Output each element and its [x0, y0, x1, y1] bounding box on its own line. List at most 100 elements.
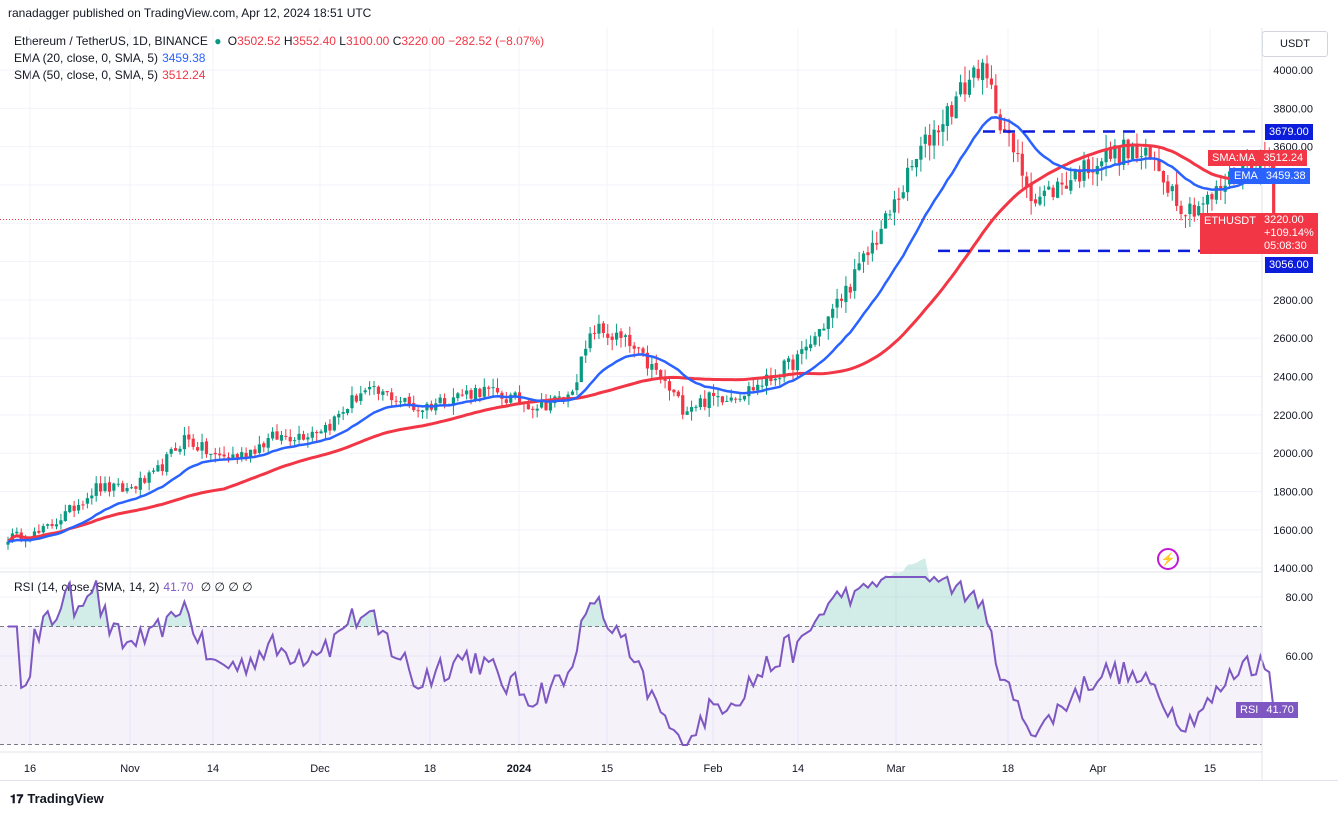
candle-body — [491, 387, 495, 389]
time-tick-label: Nov — [120, 763, 140, 775]
candle-body — [751, 387, 755, 391]
candle-body — [394, 400, 398, 402]
candle-body — [1011, 133, 1016, 153]
rsi-overbought-segment — [867, 582, 873, 627]
candle-body — [663, 377, 667, 381]
ohlc-change: −282.52 (−8.07%) — [448, 34, 545, 48]
candle-body — [257, 444, 261, 453]
candle-body — [438, 397, 442, 404]
candle-body — [857, 263, 861, 270]
candle-body — [1139, 156, 1143, 158]
candle-body — [222, 454, 226, 457]
candle-body — [522, 402, 526, 404]
candle-body — [764, 374, 769, 386]
candle-body — [883, 213, 888, 229]
candle-body — [218, 453, 222, 456]
candle-body — [1033, 199, 1038, 204]
candle-body — [716, 396, 720, 398]
candle-body — [804, 346, 808, 351]
price-axis: 1400.00 1600.00 1800.00 2000.00 2200.00 2400.… — [1273, 65, 1313, 575]
candle-body — [994, 85, 998, 114]
candle-body — [107, 482, 112, 492]
candle-body — [90, 495, 94, 499]
candle-body — [548, 402, 553, 411]
rsi-overbought-segment — [823, 603, 829, 627]
candle-body — [293, 440, 297, 442]
rsi-overbought-segment — [105, 605, 110, 627]
candle-body — [989, 78, 994, 85]
candle-body — [99, 483, 103, 492]
price-tag-countdown: 05:08:30 — [1263, 240, 1307, 252]
candle-body — [381, 391, 385, 395]
candle-body — [310, 431, 314, 438]
candle-body — [187, 434, 191, 440]
candle-body — [606, 333, 610, 338]
rsi-legend[interactable]: RSI (14, close, SMA, 14, 2) 41.70 ∅ ∅ ∅ ∅ — [14, 580, 253, 594]
candle-body — [1086, 159, 1091, 174]
publish-info: ranadagger published on TradingView.com,… — [8, 6, 372, 20]
candle-body — [19, 532, 23, 541]
candle-body — [597, 323, 601, 334]
candle-body — [68, 505, 72, 513]
ohlc-c: C3220.00 — [392, 34, 445, 48]
time-tick-label: Dec — [310, 763, 330, 775]
candle-body — [143, 478, 147, 483]
time-tick-label: Feb — [704, 763, 723, 775]
candle-body — [271, 431, 275, 439]
candle-body — [24, 540, 28, 542]
price-tick-label: 1800.00 — [1273, 487, 1313, 499]
rsi-overbought-segment — [52, 619, 57, 627]
rsi-overbought-segment — [845, 587, 851, 627]
candle-body — [94, 483, 98, 496]
candle-body — [368, 386, 372, 390]
candle-body — [570, 391, 575, 395]
candle-body — [791, 359, 795, 370]
candle-body — [244, 452, 248, 458]
candle-body — [809, 344, 813, 349]
candle-body — [1135, 144, 1139, 158]
price-tag-pct: +109.14% — [1263, 227, 1314, 239]
rsi-overbought-segment — [832, 591, 838, 627]
rsi-overbought-segment — [938, 578, 943, 627]
rsi-overbought-segment — [47, 611, 53, 627]
candle-body — [59, 520, 63, 525]
price-tag: ETHUSDT 3220.00 +109.14% 05:08:30 — [1200, 213, 1318, 254]
candle-body — [125, 488, 129, 492]
candle-body — [592, 332, 597, 334]
time-tick-label: 14 — [207, 763, 219, 775]
candle-body — [535, 408, 539, 411]
candle-body — [301, 434, 306, 440]
candle-body — [240, 452, 244, 459]
candle-body — [826, 316, 830, 329]
candle-body — [901, 192, 905, 199]
candle-body — [434, 403, 438, 411]
rsi-overbought-segment — [987, 622, 992, 627]
candle-body — [954, 96, 958, 119]
lightning-icon[interactable]: ⚡ — [1157, 548, 1179, 570]
candle-body — [742, 395, 747, 400]
candle-body — [412, 403, 416, 411]
rsi-overbought-segment — [859, 583, 864, 627]
brand[interactable]: 𝟏𝟕 TradingView — [10, 791, 104, 807]
rsi-overbought-segment — [585, 603, 591, 627]
currency-unit-button[interactable]: USDT — [1262, 31, 1328, 57]
sma-legend[interactable]: SMA (50, close, 0, SMA, 5) 3512.24 — [14, 68, 206, 82]
candle-body — [923, 134, 927, 144]
rsi-overbought-segment — [175, 614, 180, 627]
ema-legend[interactable]: EMA (20, close, 0, SMA, 5) 3459.38 — [14, 51, 206, 65]
rsi-overbought-segment — [929, 576, 935, 627]
rsi-overbought-segment — [365, 611, 370, 627]
candle-body — [725, 400, 729, 402]
candle-body — [473, 387, 478, 400]
candle-body — [1148, 146, 1152, 158]
sma-legend-value: 3512.24 — [162, 68, 206, 82]
candle-body — [831, 308, 835, 318]
candle-body — [1201, 203, 1205, 205]
ema-tag: EMA 3459.38 — [1230, 168, 1310, 184]
time-tick-label: Mar — [887, 763, 906, 775]
candle-body — [509, 394, 513, 403]
candle-body — [209, 453, 213, 455]
symbol-title: Ethereum / TetherUS, 1D, BINANCE — [14, 34, 208, 48]
candle-body — [85, 498, 89, 504]
